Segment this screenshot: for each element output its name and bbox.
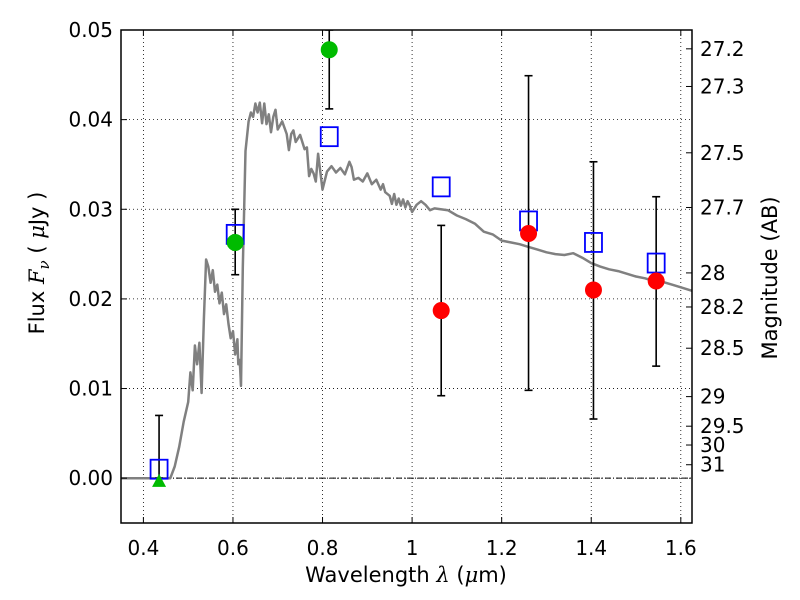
x-axis-label: Wavelength λ (μm) bbox=[305, 563, 507, 587]
y-axis-label-unit-symbol: μ bbox=[25, 225, 49, 239]
mag-tick-label: 27.2 bbox=[700, 37, 745, 61]
model-photometry-square bbox=[319, 126, 339, 148]
y-tick-label: 0.01 bbox=[68, 377, 113, 401]
x-tick-label: 1.4 bbox=[575, 536, 607, 560]
observed-flux-point bbox=[226, 233, 244, 251]
y-tick-label: 0.04 bbox=[68, 108, 113, 132]
x-axis-label-symbol: λ bbox=[435, 563, 449, 587]
y-tick-label: 0.00 bbox=[68, 466, 113, 490]
y-axis-label-unit-open: ( bbox=[25, 239, 49, 261]
x-axis-label-text: Wavelength bbox=[305, 563, 436, 587]
axis-ticks: 0.4 0.6 0.8 1 1.2 1.4 1.6 0.00 0.01 0.02 0.03 0.04 0… bbox=[68, 18, 744, 560]
y-axis-label: Flux Fν ( μJy ) bbox=[25, 192, 53, 335]
x-tick-label: 0.6 bbox=[217, 536, 249, 560]
y-axis-label-symbol: F bbox=[25, 268, 49, 285]
observed-flux-point bbox=[520, 224, 538, 242]
mag-tick-label: 28.5 bbox=[700, 336, 745, 360]
model-spectrum-line bbox=[121, 101, 692, 480]
mag-tick-label: 31 bbox=[700, 453, 725, 477]
x-axis-label-unit-symbol: μ bbox=[465, 563, 479, 587]
x-tick-label: 0.8 bbox=[307, 536, 339, 560]
mag-tick-label: 28.2 bbox=[700, 295, 745, 319]
mag-tick-label: 29.5 bbox=[700, 414, 745, 438]
x-tick-label: 0.4 bbox=[127, 536, 159, 560]
mag-tick-label: 27.3 bbox=[700, 74, 745, 98]
y-tick-label: 0.03 bbox=[68, 197, 113, 221]
plot-frame bbox=[120, 29, 693, 524]
x-tick-label: 1.2 bbox=[486, 536, 518, 560]
x-tick-label: 1.6 bbox=[665, 536, 697, 560]
x-axis-label-unit: m) bbox=[478, 563, 507, 587]
upper-limit-triangle bbox=[152, 473, 167, 487]
x-tick-label: 1 bbox=[406, 536, 419, 560]
y-axis-label-unit: Jy ) bbox=[25, 192, 49, 228]
y2-axis-label: Magnitude (AB) bbox=[758, 196, 782, 359]
x-axis-label-unit-open: ( bbox=[450, 563, 465, 587]
y-tick-label: 0.05 bbox=[68, 18, 113, 42]
mag-tick-label: 28 bbox=[700, 261, 725, 285]
model-photometry-square bbox=[584, 232, 603, 253]
observed-flux-point bbox=[647, 272, 665, 290]
y-tick-label: 0.02 bbox=[68, 287, 113, 311]
mag-tick-label: 30 bbox=[700, 433, 725, 457]
mag-tick-label: 27.5 bbox=[700, 141, 745, 165]
mag-tick-label: 29 bbox=[700, 385, 725, 409]
observed-flux-point bbox=[320, 41, 338, 59]
y-axis-label-subscript: ν bbox=[35, 260, 53, 269]
plot-area bbox=[121, 30, 692, 487]
observed-flux-point bbox=[584, 281, 602, 299]
mag-tick-label: 27.7 bbox=[700, 195, 745, 219]
model-photometry-square bbox=[431, 176, 451, 198]
observed-flux-point bbox=[432, 302, 450, 320]
y-axis-label-text: Flux bbox=[25, 284, 49, 334]
